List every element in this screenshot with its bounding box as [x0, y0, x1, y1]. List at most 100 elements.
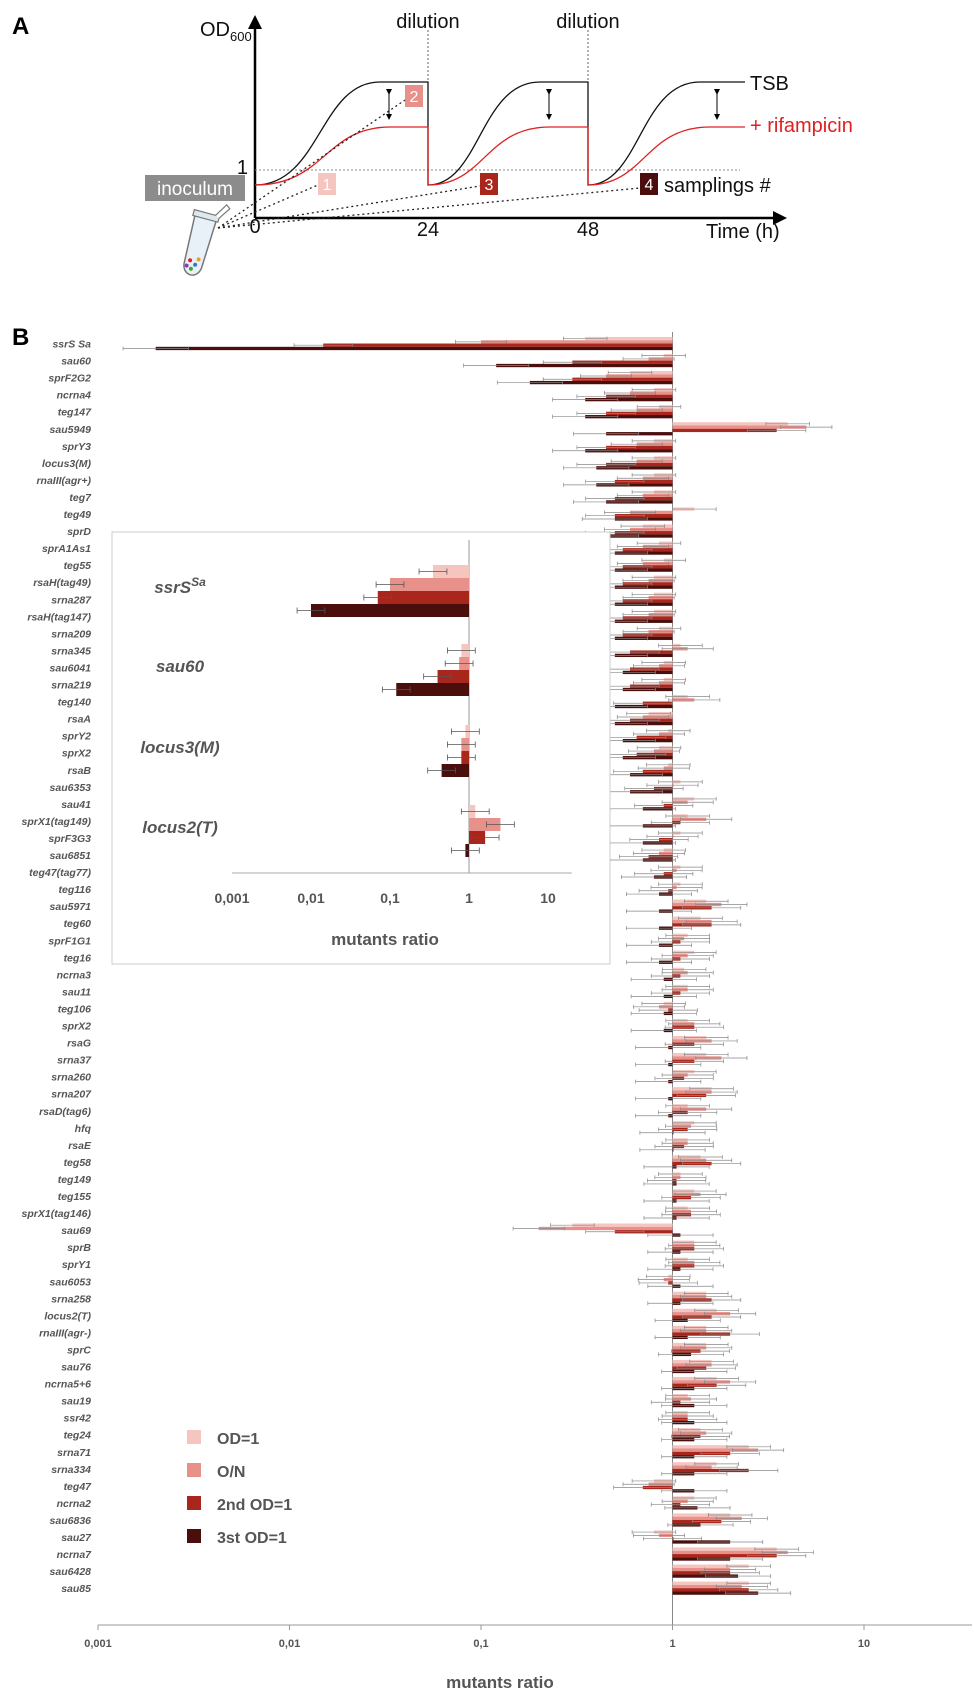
- x-tick-label: 10: [858, 1638, 870, 1650]
- category-label: sau41: [61, 799, 91, 811]
- category-label: srna209: [51, 628, 91, 640]
- category-label: teg47(tag77): [29, 867, 91, 879]
- bar: [672, 1448, 759, 1452]
- category-label: sprB: [67, 1242, 91, 1254]
- category-label: srna258: [51, 1293, 91, 1305]
- sampling-4: 4: [640, 173, 658, 195]
- category-label: sprX2: [62, 748, 91, 760]
- bar: [672, 1591, 759, 1595]
- category-label: teg140: [58, 697, 91, 709]
- bar: [672, 1588, 749, 1592]
- inset-bar: [432, 565, 469, 578]
- category-label: sau76: [61, 1362, 91, 1374]
- category-label: sprD: [67, 526, 91, 538]
- inset-bar: [437, 670, 469, 683]
- bar: [606, 500, 673, 504]
- difference-arrows: [386, 89, 720, 120]
- tsb-curve: [254, 81, 745, 186]
- category-label: sprF3G3: [48, 833, 91, 845]
- inset-x-axis-title: mutants ratio: [331, 930, 439, 949]
- legend-label-on: O/N: [217, 1464, 245, 1481]
- category-label: srna287: [51, 594, 92, 606]
- category-label: srna334: [51, 1464, 91, 1476]
- category-label: sprC: [67, 1344, 91, 1356]
- inset-bar: [377, 591, 469, 604]
- inset-bar: [311, 604, 469, 617]
- inset-bar: [390, 578, 469, 591]
- bar: [606, 394, 673, 398]
- category-label: sprX2: [62, 1021, 91, 1033]
- category-label: teg60: [64, 918, 92, 930]
- inset-category-label: locus3(M): [140, 738, 220, 757]
- category-label: srna71: [57, 1447, 91, 1459]
- bar: [606, 411, 673, 416]
- category-label: sprX1(tag149): [22, 816, 92, 828]
- category-label: rsaD(tag6): [39, 1106, 91, 1118]
- category-label: sprX1(tag146): [22, 1208, 92, 1220]
- category-label: sau6353: [50, 782, 92, 794]
- bar: [572, 377, 673, 381]
- dilution-label-1: dilution: [396, 11, 459, 33]
- bar: [672, 1468, 749, 1473]
- category-label: sau6851: [50, 850, 92, 862]
- category-label: teg149: [58, 1174, 91, 1186]
- bar: [672, 422, 788, 426]
- panel-a-schematic: A OD600 1 0 24 48 Time (h) dilution dilu…: [12, 11, 853, 276]
- category-label: teg116: [59, 884, 92, 896]
- bar: [672, 428, 777, 433]
- bar: [672, 425, 807, 429]
- legend: OD=1 O/N 2nd OD=1 3st OD=1: [187, 1430, 292, 1547]
- bar: [481, 340, 673, 344]
- test-tube-icon: [183, 203, 231, 276]
- category-label: sau6053: [50, 1276, 92, 1288]
- bar: [606, 374, 673, 378]
- category-label: sau5971: [50, 901, 92, 913]
- category-label: teg58: [64, 1157, 92, 1169]
- category-label: sprY1: [62, 1259, 91, 1271]
- samplings-label: samplings #: [664, 175, 772, 197]
- bar: [572, 360, 673, 364]
- bar: [672, 1445, 749, 1449]
- inset-category-label: ssrSSa: [154, 575, 206, 597]
- category-label: srna260: [51, 1072, 91, 1084]
- bar: [585, 397, 673, 402]
- bar: [672, 1584, 742, 1589]
- category-label: sau60: [61, 356, 91, 368]
- category-label: ncrna5+6: [45, 1379, 92, 1391]
- legend-swatch-od1: [187, 1430, 201, 1444]
- bar: [672, 1547, 777, 1551]
- category-label: rsaB: [68, 765, 92, 777]
- category-label: sau27: [61, 1532, 92, 1544]
- bar: [672, 1567, 731, 1572]
- panel-b-label: B: [12, 324, 29, 351]
- bar: [672, 1312, 731, 1316]
- bar: [672, 1516, 742, 1520]
- main-bar-chart: ssrS Sa sau60 sprF2G2 ncrna4 teg147 sau5949 sp…: [22, 332, 972, 1692]
- bar: [596, 466, 673, 470]
- category-label: teg7: [69, 492, 92, 504]
- category-label: sau6041: [50, 662, 92, 674]
- category-label: rnaIII(agr+): [36, 475, 91, 487]
- category-label: rsaH(tag147): [27, 611, 91, 623]
- category-label: rsaE: [68, 1140, 92, 1152]
- category-label: srna207: [51, 1089, 92, 1101]
- x-tick-label: 0,01: [279, 1638, 300, 1650]
- bar: [606, 462, 673, 467]
- legend-label-od1: OD=1: [217, 1431, 259, 1448]
- panel-a-label: A: [12, 13, 29, 40]
- category-label: ncrna4: [57, 390, 92, 402]
- category-label: srna219: [51, 680, 91, 692]
- inset-bar: [396, 683, 469, 696]
- bar: [323, 343, 673, 347]
- bar: [672, 1550, 788, 1555]
- category-label: sprF2G2: [48, 373, 91, 385]
- bar: [672, 1564, 749, 1568]
- category-label: teg106: [58, 1003, 91, 1015]
- inset-category-label: sau60: [156, 657, 205, 676]
- time-axis-label: Time (h): [706, 221, 780, 243]
- svg-text:4: 4: [645, 177, 654, 194]
- tick-1-label: 1: [237, 157, 248, 179]
- category-label: teg155: [58, 1191, 91, 1203]
- legend-swatch-2nd-od1: [187, 1496, 201, 1510]
- od600-label: OD600: [200, 19, 252, 44]
